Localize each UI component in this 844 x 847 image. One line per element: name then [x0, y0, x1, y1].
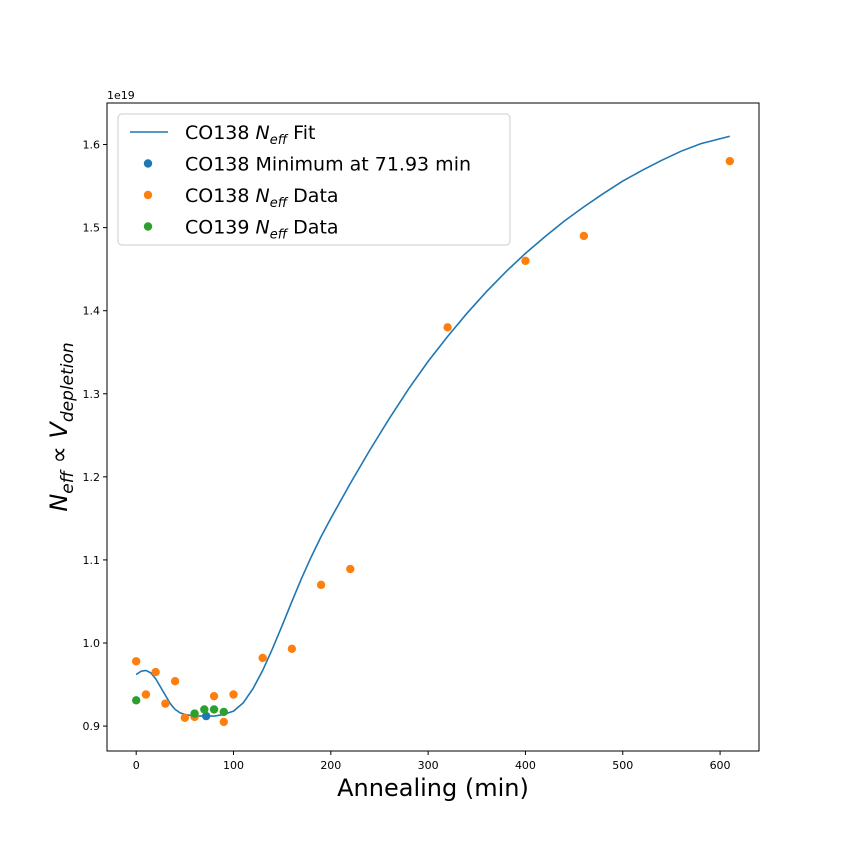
data-point — [170, 677, 180, 686]
legend: CO138 Neff Fit CO138 Minimum at 71.93 min… — [117, 113, 511, 246]
data-point — [161, 699, 170, 708]
data-point — [180, 713, 190, 722]
y-tick-label: 1.4 — [83, 305, 101, 318]
data-point — [229, 690, 238, 699]
data-point — [219, 717, 228, 727]
data-point — [287, 644, 297, 654]
legend-dot-marker — [143, 222, 153, 231]
data-point — [151, 667, 160, 677]
data-point — [579, 231, 589, 241]
y-axis-label: Neff ∝ Vdepletion — [45, 342, 78, 511]
y-tick-label: 1.3 — [83, 388, 101, 401]
y-tick-label: 1.6 — [83, 139, 101, 152]
x-axis: 0 100 200 300 400 500 600 — [133, 751, 731, 772]
y-tick-label: 1.2 — [83, 471, 101, 484]
axes-frame — [106, 102, 760, 752]
legend-box — [117, 113, 511, 246]
y-tick-label: 1.0 — [83, 637, 101, 650]
data-point — [258, 653, 267, 663]
legend-dot-marker — [143, 159, 153, 168]
x-axis-label: Annealing (min) — [337, 774, 529, 802]
legend-entry-label: CO138 Neff Data — [185, 185, 339, 211]
data-point — [190, 709, 199, 718]
x-tick-label: 0 — [133, 759, 140, 772]
data-point — [521, 256, 530, 266]
x-tick-label: 400 — [515, 759, 536, 772]
x-tick-label: 600 — [710, 759, 731, 772]
legend-dot-marker — [143, 190, 153, 200]
data-point — [200, 705, 209, 714]
data-point — [209, 691, 219, 701]
data-point — [346, 564, 355, 574]
y-axis: 0.9 1.0 1.1 1.2 1.3 1.4 1.5 1.6 — [83, 139, 107, 733]
x-tick-label: 500 — [612, 759, 633, 772]
y-tick-label: 0.9 — [83, 720, 101, 733]
data-point — [141, 690, 151, 699]
data-point — [219, 707, 228, 717]
y-tick-label: 1.1 — [83, 554, 101, 567]
data-point — [316, 580, 326, 590]
x-tick-label: 100 — [223, 759, 244, 772]
data-point — [131, 657, 141, 666]
fit-line — [135, 135, 731, 717]
plot-area — [131, 135, 735, 727]
x-tick-label: 200 — [320, 759, 341, 772]
legend-entry-label: CO138 Minimum at 71.93 min — [185, 154, 471, 176]
y-tick-label: 1.5 — [83, 222, 101, 235]
y-offset-text: 1e19 — [107, 89, 135, 102]
data-point — [209, 705, 219, 714]
data-point — [443, 323, 452, 332]
x-tick-label: 300 — [418, 759, 439, 772]
legend-entry-label: CO139 Neff Data — [185, 217, 339, 243]
data-point — [201, 711, 211, 721]
data-point — [725, 156, 735, 166]
legend-entry-label: CO138 Neff Fit — [185, 122, 315, 148]
data-point — [131, 696, 141, 705]
